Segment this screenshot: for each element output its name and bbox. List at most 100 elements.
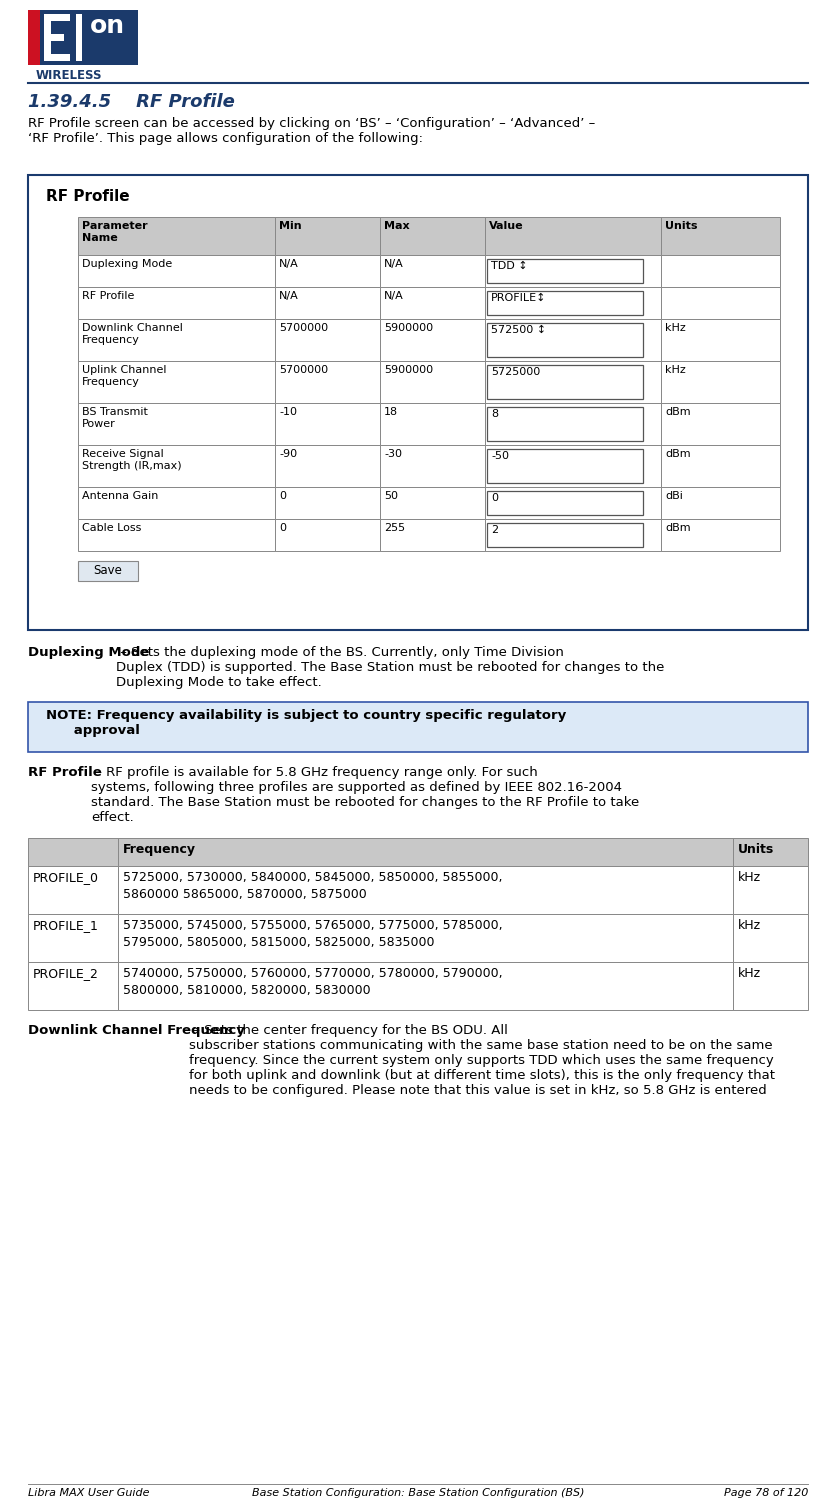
- Bar: [78, 561, 138, 580]
- Text: 1.39.4.5    RF Profile: 1.39.4.5 RF Profile: [28, 93, 235, 111]
- Bar: [275, 488, 380, 519]
- Text: Units: Units: [738, 843, 774, 856]
- Text: Parameter
Name: Parameter Name: [82, 220, 148, 243]
- Text: PROFILE_0: PROFILE_0: [33, 871, 99, 883]
- Text: – Sets the center frequency for the BS ODU. All
subscriber stations communicatin: – Sets the center frequency for the BS O…: [189, 1024, 775, 1096]
- Text: N/A: N/A: [279, 291, 298, 302]
- Text: on: on: [90, 13, 125, 38]
- Bar: [28, 10, 138, 64]
- Text: kHz: kHz: [738, 871, 761, 883]
- Text: -30: -30: [384, 448, 402, 459]
- Bar: [733, 865, 808, 913]
- Bar: [44, 13, 51, 62]
- Bar: [44, 54, 70, 62]
- Bar: [275, 404, 380, 445]
- Bar: [380, 320, 485, 362]
- Bar: [78, 404, 275, 445]
- Text: 5700000: 5700000: [279, 364, 328, 375]
- Text: -50: -50: [491, 452, 509, 460]
- Text: N/A: N/A: [279, 260, 298, 268]
- Text: 5900000: 5900000: [384, 364, 433, 375]
- Bar: [380, 217, 485, 255]
- Bar: [661, 286, 780, 320]
- Bar: [28, 839, 118, 866]
- Bar: [275, 446, 380, 488]
- Bar: [485, 404, 661, 445]
- Bar: [118, 839, 733, 866]
- Text: 5900000: 5900000: [384, 322, 433, 333]
- Text: Figure 0-13: RF Profile: Figure 0-13: RF Profile: [36, 612, 206, 626]
- Text: Frequency: Frequency: [123, 843, 196, 856]
- Text: -90: -90: [279, 448, 297, 459]
- Bar: [28, 962, 118, 1010]
- Bar: [485, 519, 661, 550]
- Bar: [28, 865, 118, 913]
- Bar: [661, 320, 780, 362]
- Bar: [733, 839, 808, 866]
- Text: RF Profile: RF Profile: [46, 189, 130, 204]
- Text: Save: Save: [94, 564, 122, 576]
- Text: – Sets the duplexing mode of the BS. Currently, only Time Division
Duplex (TDD) : – Sets the duplexing mode of the BS. Cur…: [116, 646, 665, 688]
- Text: 0: 0: [279, 490, 286, 501]
- Text: kHz: kHz: [665, 322, 686, 333]
- Text: Libra MAX User Guide: Libra MAX User Guide: [28, 1488, 150, 1498]
- Text: Max: Max: [384, 220, 410, 231]
- Bar: [661, 362, 780, 404]
- Text: WIRELESS: WIRELESS: [36, 69, 103, 82]
- Bar: [661, 519, 780, 550]
- Text: kHz: kHz: [738, 920, 761, 932]
- Bar: [78, 255, 275, 286]
- Bar: [78, 320, 275, 362]
- Bar: [485, 255, 661, 286]
- Bar: [487, 260, 643, 284]
- Text: PROFILE_2: PROFILE_2: [33, 968, 99, 980]
- Bar: [275, 255, 380, 286]
- Bar: [485, 286, 661, 320]
- Bar: [44, 34, 64, 40]
- Bar: [78, 286, 275, 320]
- Bar: [118, 865, 733, 913]
- Bar: [487, 322, 643, 357]
- Text: Duplexing Mode: Duplexing Mode: [28, 646, 150, 658]
- Bar: [380, 404, 485, 445]
- Bar: [275, 320, 380, 362]
- Bar: [485, 217, 661, 255]
- Bar: [487, 524, 643, 548]
- Bar: [28, 914, 118, 962]
- Text: Duplexing Mode: Duplexing Mode: [82, 260, 172, 268]
- Bar: [487, 406, 643, 441]
- Text: Uplink Channel
Frequency: Uplink Channel Frequency: [82, 364, 166, 387]
- Bar: [380, 488, 485, 519]
- Text: dBm: dBm: [665, 524, 691, 532]
- Bar: [78, 362, 275, 404]
- Text: – RF profile is available for 5.8 GHz frequency range only. For such
systems, fo: – RF profile is available for 5.8 GHz fr…: [91, 766, 640, 824]
- Text: 5725000, 5730000, 5840000, 5845000, 5850000, 5855000,
5860000 5865000, 5870000, : 5725000, 5730000, 5840000, 5845000, 5850…: [123, 871, 502, 901]
- Bar: [28, 176, 808, 630]
- Bar: [380, 362, 485, 404]
- Text: 5700000: 5700000: [279, 322, 328, 333]
- Text: 50: 50: [384, 490, 398, 501]
- Bar: [275, 217, 380, 255]
- Text: Downlink Channel Frequency: Downlink Channel Frequency: [28, 1024, 245, 1036]
- Bar: [485, 362, 661, 404]
- Bar: [118, 962, 733, 1010]
- Text: RF Profile: RF Profile: [28, 766, 102, 778]
- Bar: [78, 217, 275, 255]
- Text: NOTE: Frequency availability is subject to country specific regulatory
      app: NOTE: Frequency availability is subject …: [46, 710, 566, 736]
- Bar: [733, 962, 808, 1010]
- Bar: [487, 490, 643, 514]
- Bar: [487, 364, 643, 399]
- Text: 572500 ↕: 572500 ↕: [491, 326, 546, 334]
- Bar: [44, 13, 70, 21]
- Bar: [487, 291, 643, 315]
- Text: kHz: kHz: [738, 968, 761, 980]
- Bar: [380, 446, 485, 488]
- Bar: [380, 519, 485, 550]
- Bar: [76, 13, 82, 62]
- Text: RF Profile screen can be accessed by clicking on ‘BS’ – ‘Configuration’ – ‘Advan: RF Profile screen can be accessed by cli…: [28, 117, 595, 146]
- Text: BS Transmit
Power: BS Transmit Power: [82, 406, 148, 429]
- Text: Base Station Configuration: Base Station Configuration (BS): Base Station Configuration: Base Station…: [252, 1488, 584, 1498]
- Bar: [661, 217, 780, 255]
- Text: 0: 0: [279, 524, 286, 532]
- Text: 2: 2: [491, 525, 498, 536]
